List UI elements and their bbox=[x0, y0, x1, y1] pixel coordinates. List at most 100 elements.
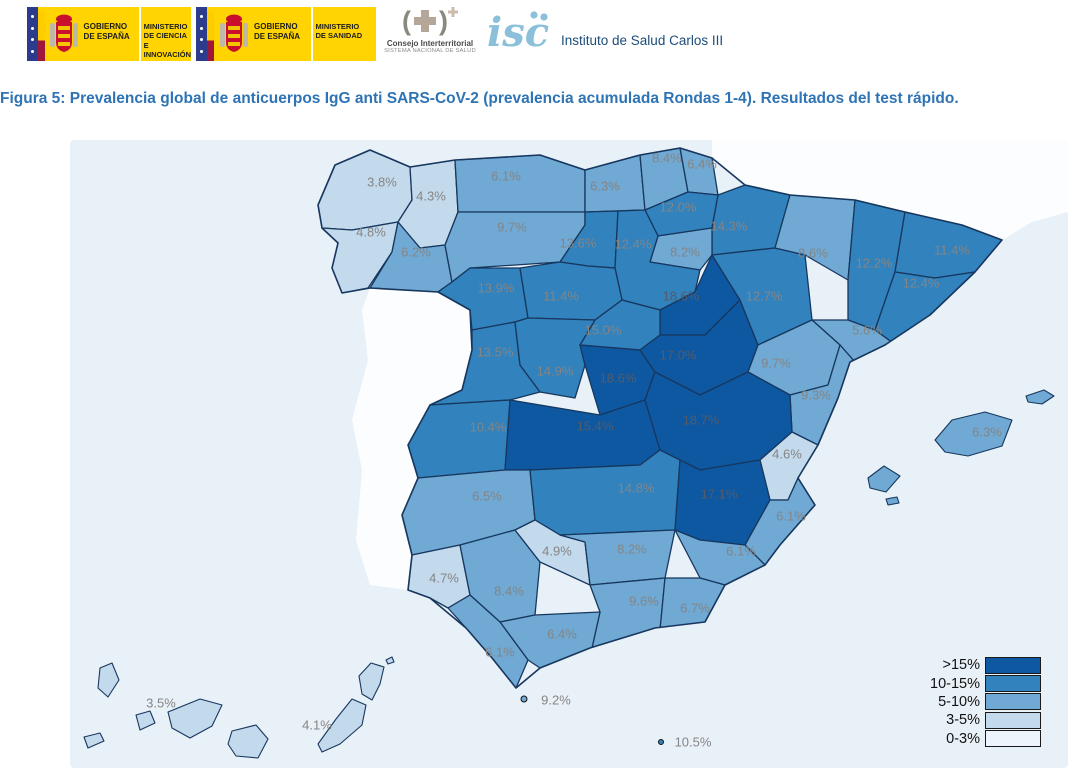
value-label-jaen: 8.2% bbox=[617, 541, 647, 556]
svg-text:isc: isc bbox=[487, 9, 549, 54]
spain-flag-strip bbox=[37, 7, 45, 61]
value-label-navarra: 14.3% bbox=[711, 218, 748, 233]
legend-label: 5-10% bbox=[938, 693, 980, 710]
island-mallorca bbox=[934, 411, 1013, 457]
value-label-castellon: 9.3% bbox=[801, 387, 831, 402]
island-hierro bbox=[83, 732, 105, 749]
spain-coat-of-arms-icon bbox=[214, 7, 254, 61]
value-label-albacete: 17.1% bbox=[701, 486, 738, 501]
island-graciosa bbox=[385, 656, 395, 665]
value-label-palencia: 13.6% bbox=[560, 235, 597, 250]
island-fuerteventura bbox=[317, 698, 367, 753]
value-label-bizkaia: 8.4% bbox=[652, 150, 682, 165]
value-label-badajoz: 6.5% bbox=[472, 488, 502, 503]
legend-swatch-3-5 bbox=[985, 711, 1041, 729]
value-label-laspalmas: 4.1% bbox=[302, 717, 332, 732]
eu-stars-strip bbox=[27, 7, 38, 61]
legend-row: >15% bbox=[880, 656, 1041, 674]
legend-label: 3-5% bbox=[946, 712, 980, 729]
province-layer bbox=[318, 148, 1002, 688]
province-granada bbox=[589, 577, 666, 649]
value-label-lleida: 12.2% bbox=[856, 255, 893, 270]
value-label-leon: 9.7% bbox=[497, 219, 527, 234]
value-label-murcia: 6.1% bbox=[726, 543, 756, 558]
legend-row: 5-10% bbox=[880, 693, 1041, 711]
island-ibiza bbox=[867, 465, 901, 493]
map-legend: >15% 10-15% 5-10% 3-5% 0-3% bbox=[880, 656, 1041, 748]
ministerio-sanidad-label: MINISTERIO DE SANIDAD bbox=[315, 22, 363, 41]
value-label-teruel: 9.7% bbox=[761, 355, 791, 370]
value-label-valencia: 4.6% bbox=[772, 446, 802, 461]
legend-swatch-10-15 bbox=[985, 675, 1041, 693]
value-label-lugo: 4.3% bbox=[416, 188, 446, 203]
value-label-madrid: 18.6% bbox=[600, 370, 637, 385]
value-label-burgos: 12.4% bbox=[615, 236, 652, 251]
island-menorca bbox=[1025, 389, 1055, 405]
legend-row: 3-5% bbox=[880, 711, 1041, 729]
value-label-girona: 11.4% bbox=[934, 242, 970, 257]
value-label-cantabria: 6.3% bbox=[590, 178, 620, 193]
value-label-cadiz: 6.1% bbox=[485, 644, 515, 659]
logo-divider bbox=[139, 7, 141, 61]
consejo-subtitle: SISTEMA NACIONAL DE SALUD bbox=[384, 48, 476, 54]
logo-isciii: isc Instituto de Salud Carlos III bbox=[487, 8, 723, 54]
value-label-toledo: 15.4% bbox=[577, 418, 614, 433]
portugal-landmass bbox=[352, 288, 472, 590]
legend-row: 0-3% bbox=[880, 730, 1041, 748]
value-label-almeria: 6.7% bbox=[680, 600, 710, 615]
island-tenerife-isla bbox=[167, 698, 223, 739]
value-label-ciudadreal: 14.8% bbox=[618, 480, 655, 495]
legend-label: 10-15% bbox=[930, 675, 980, 692]
legend-swatch-gt15 bbox=[985, 656, 1041, 674]
consejo-title: Consejo Interterritorial bbox=[386, 39, 474, 48]
consejo-cross-icon: ( ) bbox=[380, 4, 480, 38]
value-label-huelva: 4.7% bbox=[429, 570, 459, 585]
value-label-huesca: 8.6% bbox=[798, 245, 828, 260]
city-dot-melilla bbox=[658, 739, 664, 745]
gobierno-espana-label: GOBIERNO DE ESPAÑA bbox=[83, 22, 130, 41]
value-label-soria: 18.6% bbox=[663, 288, 700, 303]
value-label-alava: 12.0% bbox=[660, 199, 697, 214]
island-formentera bbox=[885, 496, 900, 506]
value-label-caceres: 10.4% bbox=[470, 419, 507, 434]
logo-consejo-interterritorial: ( ) Consejo Interterritorial SISTEMA NAC… bbox=[380, 4, 480, 54]
logo-divider bbox=[311, 7, 313, 61]
isc-glyph-icon: isc bbox=[487, 9, 549, 54]
value-label-cuenca: 18.7% bbox=[683, 412, 720, 427]
value-label-salamanca: 13.5% bbox=[477, 344, 514, 359]
value-label-valladolid: 11.4% bbox=[543, 288, 579, 303]
eu-stars-strip bbox=[196, 7, 207, 61]
isciii-name: Instituto de Salud Carlos III bbox=[561, 32, 724, 48]
legend-swatch-5-10 bbox=[985, 693, 1041, 711]
value-label-acoruna: 3.8% bbox=[367, 174, 397, 189]
value-label-barcelona: 12.4% bbox=[903, 275, 940, 290]
value-label-gipuzkoa: 6.4% bbox=[687, 156, 717, 171]
city-dot-ceuta bbox=[520, 695, 528, 703]
value-label-balears: 6.3% bbox=[972, 424, 1002, 439]
value-label-granada: 9.6% bbox=[629, 593, 659, 608]
island-lapalma bbox=[97, 662, 120, 698]
value-label-alicante: 6.1% bbox=[776, 508, 806, 523]
france-landmass bbox=[712, 140, 1068, 240]
value-label-zaragoza: 12.7% bbox=[746, 288, 783, 303]
value-label-ceuta: 9.2% bbox=[541, 692, 571, 707]
province-toledo bbox=[504, 399, 661, 471]
spain-choropleth-figure: 3.8% 4.3% 4.8% 6.2% 6.1% 6.3% 8.4% 6.4% 12.0% 14.… bbox=[70, 140, 1068, 768]
value-label-melilla: 10.5% bbox=[675, 734, 712, 749]
logo-gobierno-sanidad: GOBIERNO DE ESPAÑA MINISTERIO DE SANIDAD bbox=[196, 7, 376, 61]
figure-title: Figura 5: Prevalencia global de anticuer… bbox=[0, 90, 959, 107]
value-label-malaga: 6.4% bbox=[547, 626, 577, 641]
logo-gobierno-ciencia: GOBIERNO DE ESPAÑA MINISTERIO DE CIENCIA… bbox=[27, 7, 191, 61]
value-label-ourense: 6.2% bbox=[401, 244, 431, 259]
value-label-tarragona: 5.6% bbox=[852, 322, 882, 337]
gobierno-espana-label: GOBIERNO DE ESPAÑA bbox=[254, 22, 301, 41]
value-label-asturias: 6.1% bbox=[491, 168, 521, 183]
value-label-sevilla: 8.4% bbox=[494, 583, 524, 598]
island-gomera bbox=[135, 710, 156, 731]
legend-label: 0-3% bbox=[946, 730, 980, 747]
spain-choropleth-svg: 3.8% 4.3% 4.8% 6.2% 6.1% 6.3% 8.4% 6.4% 12.0% 14.… bbox=[83, 140, 1068, 759]
spain-coat-of-arms-icon bbox=[45, 7, 84, 61]
island-grancanaria bbox=[227, 724, 269, 759]
value-label-avila: 14.9% bbox=[537, 363, 574, 378]
spain-flag-strip bbox=[207, 7, 214, 61]
